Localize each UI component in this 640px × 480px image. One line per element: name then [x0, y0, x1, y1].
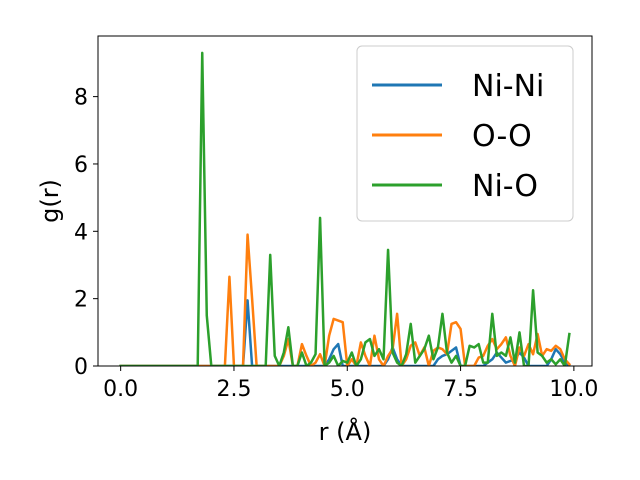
legend: Ni-Ni O-O Ni-O [356, 45, 574, 222]
x-tick-label: 7.5 [443, 377, 478, 402]
legend-label-o-o: O-O [472, 119, 532, 154]
legend-box [356, 45, 574, 222]
plot-frame [97, 35, 593, 367]
series-layer [119, 51, 572, 366]
legend-label-ni-ni: Ni-Ni [472, 69, 544, 104]
series-line-ni-ni [119, 299, 572, 366]
x-tick-label: 5.0 [330, 377, 365, 402]
x-axis-title: r (Å) [319, 417, 372, 446]
y-tick-label: 6 [74, 153, 88, 178]
y-axis-title: g(r) [36, 179, 64, 223]
legend-label-ni-o: Ni-O [472, 169, 538, 204]
x-axis: 0.0 2.5 5.0 7.5 10.0 [103, 366, 598, 402]
y-tick-label: 8 [74, 86, 88, 111]
y-tick-label: 4 [74, 220, 88, 245]
y-tick-label: 2 [74, 288, 88, 313]
x-tick-label: 0.0 [103, 377, 138, 402]
x-tick-label: 10.0 [549, 377, 598, 402]
y-axis: 0 2 4 6 8 [74, 86, 98, 380]
y-tick-label: 0 [74, 355, 88, 380]
plot-area [97, 35, 593, 367]
x-tick-label: 2.5 [216, 377, 251, 402]
series-line-ni-o [119, 51, 571, 366]
